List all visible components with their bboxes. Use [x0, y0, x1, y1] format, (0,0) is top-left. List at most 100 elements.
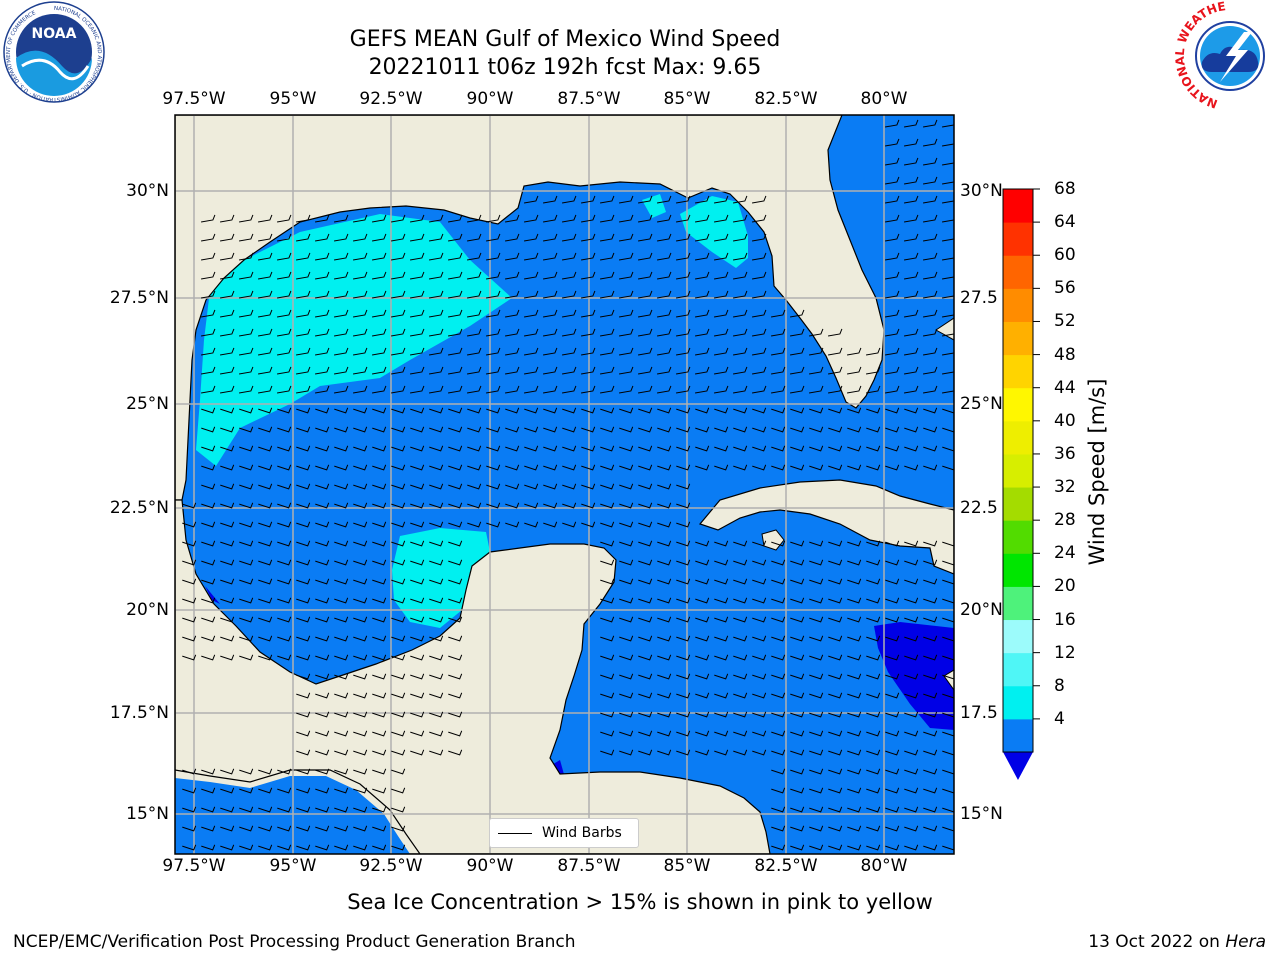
wind-barb — [676, 483, 691, 490]
wind-barb — [619, 654, 634, 661]
wind-barb — [239, 214, 254, 223]
wind-barb — [866, 597, 881, 604]
wind-barb — [733, 385, 748, 394]
wind-barb — [372, 385, 387, 394]
wind-barb — [752, 711, 767, 718]
wind-barb — [429, 616, 444, 623]
wind-barb — [619, 540, 634, 547]
wind-barb — [600, 328, 615, 337]
wind-barb — [486, 290, 501, 299]
wind-barb — [904, 711, 919, 718]
wind-barb — [619, 597, 634, 604]
wind-barb — [429, 749, 444, 756]
wind-barb — [315, 366, 330, 375]
wind-barb — [714, 407, 729, 414]
wind-barb — [448, 309, 463, 318]
wind-barb — [809, 806, 824, 813]
wind-barb — [847, 407, 862, 414]
wind-barb — [372, 366, 387, 375]
wind-barb — [828, 328, 843, 337]
wind-barb — [809, 825, 824, 832]
wind-barb — [885, 445, 900, 452]
wind-barb — [600, 366, 615, 375]
wind-barb — [733, 711, 748, 718]
lon-label-bottom: 80°W — [860, 856, 908, 876]
wind-barb — [847, 692, 862, 699]
wind-barb — [733, 730, 748, 737]
wind-barb — [657, 464, 672, 471]
wind-barb — [885, 464, 900, 471]
wind-barb — [429, 271, 444, 280]
wind-barb — [904, 730, 919, 737]
wind-barb — [220, 540, 235, 547]
wind-barb — [220, 252, 235, 261]
wind-barb — [524, 502, 539, 509]
wind-barb — [239, 559, 254, 566]
wind-barb — [809, 407, 824, 414]
wind-barb — [391, 787, 406, 794]
wind-barb — [467, 445, 482, 452]
wind-barb — [391, 252, 406, 261]
wind-barb — [448, 328, 463, 337]
wind-barb — [600, 464, 615, 471]
sea-ice-note-text: Sea Ice Concentration > 15% is shown in … — [347, 890, 933, 914]
lat-label-right: 25°N — [960, 394, 1003, 414]
wind-barb — [486, 521, 501, 528]
wind-barb — [866, 366, 881, 375]
wind-barb — [524, 347, 539, 356]
wind-barb — [695, 749, 710, 756]
wind-barb — [676, 214, 691, 223]
wind-barb — [372, 214, 387, 223]
wind-barb — [714, 616, 729, 623]
wind-barb — [562, 233, 577, 242]
wind-barb — [315, 825, 330, 832]
wind-barb — [714, 730, 729, 737]
wind-barb — [923, 347, 938, 356]
wind-barb — [885, 271, 900, 280]
wind-barb — [372, 711, 387, 718]
wind-barb — [448, 426, 463, 433]
wind-barb — [733, 309, 748, 318]
wind-barb — [885, 654, 900, 661]
wind-barb — [296, 502, 311, 509]
wind-barb — [410, 730, 425, 737]
wind-barb — [277, 825, 292, 832]
wind-barb — [676, 233, 691, 242]
wind-barb — [676, 597, 691, 604]
wind-barb — [676, 366, 691, 375]
wind-barb — [410, 271, 425, 280]
wind-barb — [353, 502, 368, 509]
wind-barb — [923, 233, 938, 242]
wind-barb — [296, 844, 311, 851]
wind-barb — [809, 749, 824, 756]
wind-barb — [182, 521, 197, 528]
wind-barb — [809, 366, 824, 375]
colorbar-segment — [1003, 222, 1033, 256]
wind-barb — [353, 366, 368, 375]
wind-barb — [638, 673, 653, 680]
wind-barb — [391, 825, 406, 832]
wind-barb — [752, 328, 767, 337]
wind-barb — [410, 635, 425, 642]
wind-barb — [296, 768, 311, 775]
wind-barb — [353, 426, 368, 433]
wind-barb — [353, 654, 368, 661]
wind-barb — [904, 426, 919, 433]
wind-barb — [410, 540, 425, 547]
wind-barb — [771, 844, 786, 851]
wind-barb — [771, 407, 786, 414]
wind-barb — [885, 157, 900, 166]
wind-barb — [657, 635, 672, 642]
wind-barb — [714, 673, 729, 680]
wind-barb — [182, 844, 197, 851]
wind-barb — [676, 635, 691, 642]
wind-barb — [866, 578, 881, 585]
wind-barb — [296, 654, 311, 661]
wind-barb — [809, 654, 824, 661]
wind-barb — [619, 233, 634, 242]
wind-barb — [239, 521, 254, 528]
wind-barb — [334, 214, 349, 223]
wind-barb — [752, 426, 767, 433]
wind-barb — [923, 138, 938, 147]
wind-barb — [239, 366, 254, 375]
